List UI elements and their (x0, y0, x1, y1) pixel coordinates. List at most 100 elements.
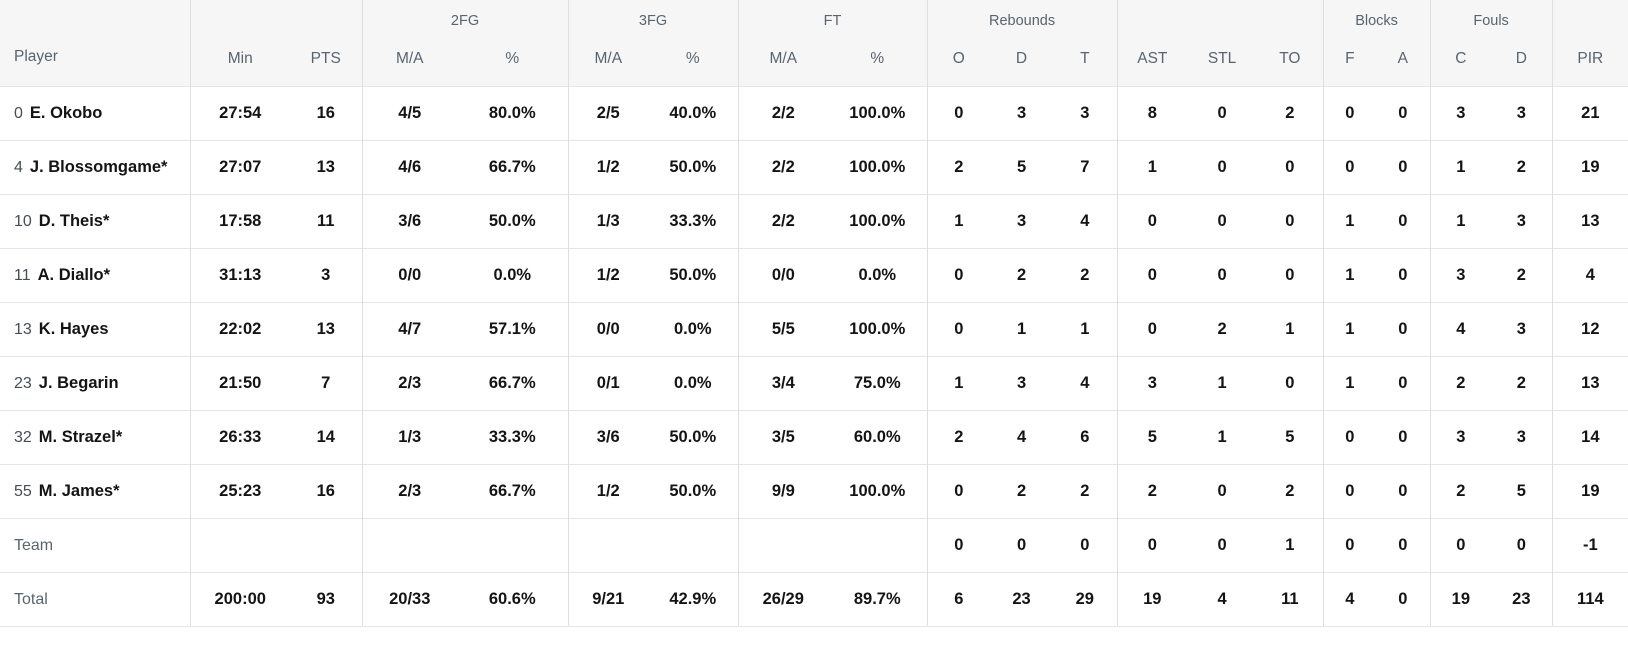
cell-reb-d: 3 (990, 85, 1054, 140)
cell-2fg-ma: 0/0 (361, 247, 457, 302)
cell-3fg-pct: 50.0% (648, 463, 739, 518)
cell-reb-t: 3 (1053, 85, 1118, 140)
cell-foul-d: 3 (1491, 301, 1553, 356)
cell-stl: 0 (1187, 517, 1258, 572)
player-jersey-number: 13 (14, 320, 32, 338)
cell-min: 200:00 (189, 571, 290, 627)
player-name: A. Diallo* (37, 265, 111, 284)
cell-pts: 7 (290, 355, 362, 410)
cell-ft-pct: 75.0% (828, 355, 928, 410)
cell-ft-pct: 0.0% (828, 247, 928, 302)
table-row: 11 A. Diallo* 31:13 3 0/0 0.0% 1/2 50.0% 0/0 0.0%… (0, 247, 1628, 302)
cell-foul-d: 2 (1491, 139, 1553, 194)
cell-3fg-pct (648, 517, 739, 572)
row-label: Total (14, 590, 48, 608)
cell-pir: 4 (1551, 247, 1628, 302)
cell-foul-c: 19 (1429, 571, 1492, 627)
cell-pir: 13 (1551, 355, 1628, 410)
table-header: Player 2FG 3FG FT Rebounds Blocks Fouls … (0, 0, 1628, 86)
cell-ast: 1 (1116, 139, 1188, 194)
player-name: D. Theis* (38, 211, 110, 230)
cell-stl: 0 (1187, 247, 1258, 302)
table-row: 10 D. Theis* 17:58 11 3/6 50.0% 1/3 33.3% 2/2 100… (0, 193, 1628, 248)
cell-min: 22:02 (189, 301, 290, 356)
cell-min: 26:33 (189, 409, 290, 464)
col-header-reb-t: T (1053, 36, 1118, 86)
table-row: 13 K. Hayes 22:02 13 4/7 57.1% 0/0 0.0% 5/5 100.0… (0, 301, 1628, 356)
cell-min: 21:50 (189, 355, 290, 410)
cell-ast: 2 (1116, 463, 1188, 518)
cell-to: 0 (1257, 247, 1324, 302)
cell-3fg-ma (567, 517, 649, 572)
col-header-3fg-pct: % (648, 36, 739, 86)
cell-reb-o: 0 (926, 463, 991, 518)
cell-pir: 114 (1551, 571, 1628, 627)
cell-2fg-ma: 1/3 (361, 409, 457, 464)
player-jersey-number: 0 (14, 104, 23, 122)
cell-3fg-ma: 3/6 (567, 409, 649, 464)
col-header-2fg-ma: M/A (361, 36, 457, 86)
cell-blk-f: 1 (1322, 355, 1377, 410)
cell-min (189, 517, 290, 572)
cell-blk-a: 0 (1376, 571, 1431, 627)
group-header-blocks: Blocks (1322, 0, 1431, 36)
cell-ast: 0 (1116, 247, 1188, 302)
cell-foul-c: 2 (1429, 463, 1492, 518)
cell-3fg-ma: 1/3 (567, 193, 649, 248)
cell-min: 27:54 (189, 85, 290, 140)
cell-pir: 12 (1551, 301, 1628, 356)
cell-to: 2 (1257, 85, 1324, 140)
cell-2fg-ma: 2/3 (361, 463, 457, 518)
cell-reb-o: 2 (926, 139, 991, 194)
cell-2fg-pct: 50.0% (457, 193, 569, 248)
cell-player: 13 K. Hayes (0, 301, 190, 356)
cell-blk-a: 0 (1376, 247, 1431, 302)
cell-blk-f: 0 (1322, 517, 1377, 572)
cell-player: 23 J. Begarin (0, 355, 190, 410)
group-header-rebounds: Rebounds (926, 0, 1118, 36)
cell-reb-t: 2 (1053, 463, 1118, 518)
cell-reb-o: 6 (926, 571, 991, 627)
col-header-foul-c: C (1429, 36, 1492, 86)
cell-player: 4 J. Blossomgame* (0, 139, 190, 194)
cell-reb-t: 2 (1053, 247, 1118, 302)
cell-reb-o: 0 (926, 247, 991, 302)
cell-3fg-pct: 42.9% (648, 571, 739, 627)
cell-to: 0 (1257, 139, 1324, 194)
stats-table: Player 2FG 3FG FT Rebounds Blocks Fouls … (0, 0, 1628, 627)
cell-pir: 14 (1551, 409, 1628, 464)
col-header-reb-d: D (990, 36, 1054, 86)
cell-foul-d: 0 (1491, 517, 1553, 572)
cell-2fg-ma: 3/6 (361, 193, 457, 248)
cell-ft-pct: 100.0% (828, 85, 928, 140)
cell-stl: 0 (1187, 139, 1258, 194)
col-header-blk-f: F (1322, 36, 1377, 86)
cell-reb-t: 6 (1053, 409, 1118, 464)
col-header-to: TO (1257, 36, 1324, 86)
cell-3fg-ma: 1/2 (567, 247, 649, 302)
col-header-pir: PIR (1551, 36, 1628, 86)
cell-blk-f: 0 (1322, 139, 1377, 194)
cell-to: 0 (1257, 193, 1324, 248)
cell-pts: 13 (290, 301, 362, 356)
cell-reb-o: 1 (926, 355, 991, 410)
cell-3fg-pct: 0.0% (648, 301, 739, 356)
cell-reb-d: 2 (990, 463, 1054, 518)
cell-reb-o: 1 (926, 193, 991, 248)
cell-3fg-ma: 1/2 (567, 463, 649, 518)
cell-player: 0 E. Okobo (0, 85, 190, 140)
player-name: J. Begarin (38, 373, 119, 392)
table-row: 23 J. Begarin 21:50 7 2/3 66.7% 0/1 0.0% 3/4 75.0… (0, 355, 1628, 410)
cell-blk-a: 0 (1376, 85, 1431, 140)
cell-blk-a: 0 (1376, 193, 1431, 248)
col-header-foul-d: D (1491, 36, 1553, 86)
cell-foul-d: 3 (1491, 193, 1553, 248)
cell-stl: 0 (1187, 463, 1258, 518)
player-jersey-number: 23 (14, 374, 32, 392)
cell-ft-ma: 5/5 (737, 301, 829, 356)
cell-ast: 5 (1116, 409, 1188, 464)
player-name: J. Blossomgame* (29, 157, 168, 176)
cell-to: 0 (1257, 355, 1324, 410)
cell-pts (290, 517, 362, 572)
player-name: M. Strazel* (38, 427, 123, 446)
